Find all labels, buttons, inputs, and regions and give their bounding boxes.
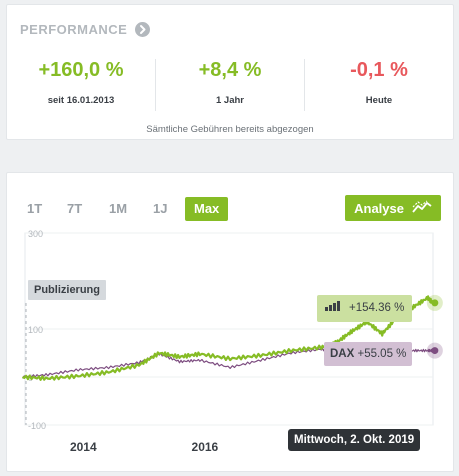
stat-label: seit 16.01.2013 [47,95,115,106]
y-tick-label: 100 [28,325,43,335]
divider [304,59,305,111]
performance-title-label: PERFORMANCE [20,22,128,37]
stat-today: -0,1 % Heute [305,59,453,106]
date-tooltip: Mittwoch, 2. Okt. 2019 [288,429,421,451]
chart-card: 1T 7T 1M 1J Max Analyse 300 100 0 -100 2014… [6,172,454,472]
range-button-1m[interactable]: 1M [109,201,128,216]
range-button-1j[interactable]: 1J [153,201,168,216]
stat-value: -0,1 % [350,59,408,81]
performance-title[interactable]: PERFORMANCE [20,22,151,37]
bar-chart-icon [325,295,341,322]
range-button-1t[interactable]: 1T [27,201,43,216]
y-tick-label: 300 [28,229,43,239]
dax-name: DAX [330,348,355,360]
range-button-7t[interactable]: 7T [67,201,83,216]
stat-value: +8,4 % [198,59,262,81]
dax-performance-tag: DAX +55.05 % [324,342,413,366]
y-tick-label: -100 [28,421,46,431]
analyse-label: Analyse [354,200,404,216]
publizierung-marker: Publizierung [28,280,106,300]
performance-card: PERFORMANCE +160,0 % seit 16.01.2013 +8,… [6,4,454,140]
trend-chart-icon [412,200,432,217]
x-tick-label: 2014 [70,440,97,454]
series-end-point [431,299,439,307]
chevron-right-icon[interactable] [135,22,151,37]
stat-label: 1 Jahr [216,95,244,106]
stat-one-year: +8,4 % 1 Jahr [156,59,304,106]
fees-note: Sämtliche Gebühren bereits abgezogen [146,124,314,135]
stat-value: +160,0 % [38,59,124,81]
fund-performance-value: +154.36 % [349,302,405,314]
stat-label: Heute [365,95,393,106]
series-end-point [431,347,439,355]
range-button-max[interactable]: Max [185,197,229,221]
divider [155,59,156,111]
analyse-button[interactable]: Analyse [345,195,441,221]
dax-performance-value: +55.05 % [357,348,407,360]
fund-performance-tag: +154.36 % [317,295,413,322]
stat-since-inception: +160,0 % seit 16.01.2013 [7,59,155,106]
x-tick-label: 2016 [192,440,219,454]
